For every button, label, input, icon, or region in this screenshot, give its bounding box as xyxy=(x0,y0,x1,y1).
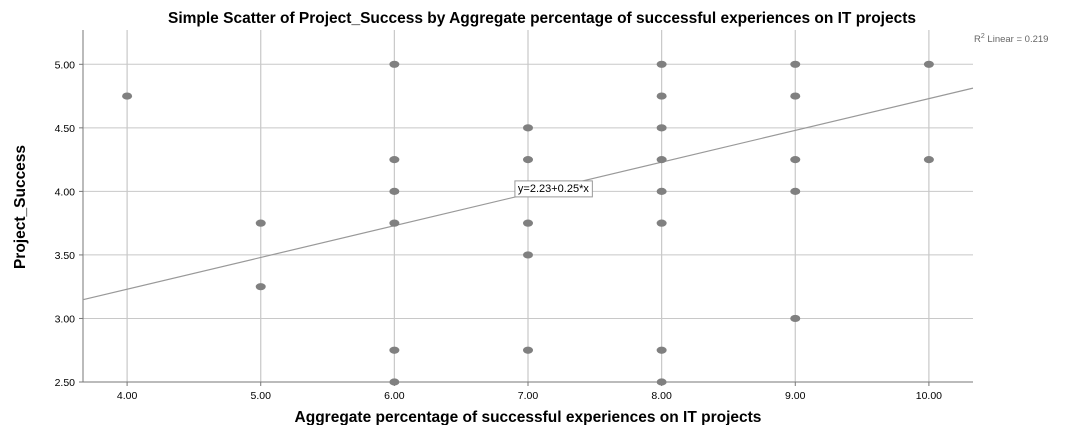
data-point xyxy=(389,219,400,227)
data-point xyxy=(523,156,533,164)
y-axis-title: Project_Success xyxy=(12,145,29,269)
r-squared-label: R2 Linear = 0.219 xyxy=(974,33,1048,45)
data-point xyxy=(656,187,667,195)
data-point xyxy=(790,156,801,164)
data-point xyxy=(656,92,667,100)
data-point xyxy=(122,92,133,100)
r-squared-prefix: R xyxy=(974,34,981,45)
data-point xyxy=(790,187,801,195)
data-point xyxy=(523,251,533,259)
y-tick-label: 5.00 xyxy=(55,59,76,71)
data-point xyxy=(656,156,667,164)
data-points xyxy=(122,60,934,386)
data-point xyxy=(790,314,801,323)
data-point xyxy=(923,60,934,68)
chart-title: Simple Scatter of Project_Success by Agg… xyxy=(168,10,916,27)
grid-lines xyxy=(83,30,973,383)
x-tick-label: 9.00 xyxy=(785,390,806,402)
fit-equation-label: y=2.23+0.25*x xyxy=(518,183,589,195)
r-squared-suffix: Linear = 0.219 xyxy=(985,34,1049,45)
x-axis-title: Aggregate percentage of successful exper… xyxy=(295,409,762,425)
data-point xyxy=(790,92,801,100)
y-tick-label: 4.00 xyxy=(55,186,76,198)
data-point xyxy=(389,187,400,195)
r-squared-superscript: 2 xyxy=(981,33,985,40)
data-point xyxy=(255,283,266,291)
data-point xyxy=(656,124,667,132)
x-tick-label: 5.00 xyxy=(251,390,272,402)
data-point xyxy=(656,378,667,386)
y-tick-label: 3.00 xyxy=(55,313,76,325)
data-point xyxy=(389,156,400,164)
x-tick-label: 6.00 xyxy=(384,390,405,402)
x-tick-label: 7.00 xyxy=(518,390,539,402)
data-point xyxy=(523,346,533,354)
data-point xyxy=(389,346,400,354)
data-point xyxy=(389,378,400,386)
data-point xyxy=(656,219,667,227)
data-point xyxy=(656,60,667,68)
y-tick-label: 3.50 xyxy=(55,250,76,262)
axes xyxy=(79,30,973,386)
data-point xyxy=(656,346,667,354)
fit-equation-box: y=2.23+0.25*x xyxy=(514,180,593,198)
data-point xyxy=(523,124,533,132)
fit-equation-border xyxy=(514,180,593,198)
data-point xyxy=(790,60,801,68)
y-tick-label: 2.50 xyxy=(55,377,76,389)
x-tick-label: 10.00 xyxy=(916,390,942,402)
data-point xyxy=(923,156,934,164)
tick-labels: 2.50 3.00 3.50 4.00 4.50 5.00 4.00 5.00 6.00 7.00… xyxy=(55,59,943,402)
data-point xyxy=(255,219,266,227)
y-tick-label: 4.50 xyxy=(55,123,76,135)
x-tick-label: 8.00 xyxy=(651,390,672,402)
x-tick-label: 4.00 xyxy=(117,390,138,402)
data-point xyxy=(523,219,533,227)
data-point xyxy=(389,60,400,68)
